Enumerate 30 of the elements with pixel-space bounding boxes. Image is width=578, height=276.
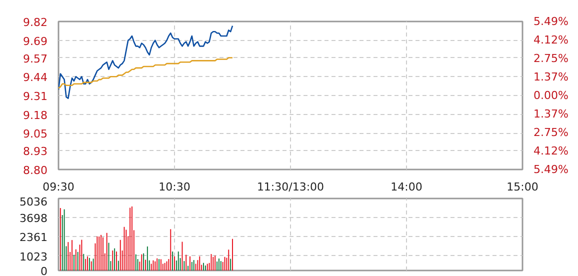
y2-tick-label: 2.75% <box>534 126 568 140</box>
y-tick-label: 9.69 <box>23 34 48 48</box>
y-tick-label: 0 <box>40 265 48 276</box>
y2-tick-label: 1.37% <box>534 70 568 84</box>
y2-tick-label: 5.49% <box>534 15 568 28</box>
x-tick-label: 10:30 <box>158 180 190 194</box>
y-tick-label: 9.57 <box>23 52 48 66</box>
y2-tick-label: 4.12% <box>534 144 568 158</box>
x-tick-label: 11:30/13:00 <box>256 180 324 194</box>
y-tick-label: 9.44 <box>23 71 48 84</box>
y-tick-label: 9.05 <box>23 128 48 141</box>
y2-tick-label: 4.12% <box>534 33 568 46</box>
x-tick-label: 14:00 <box>390 180 422 194</box>
line-series <box>58 57 234 89</box>
y-tick-label: 3698 <box>20 212 48 226</box>
y-tick-label: 9.82 <box>23 16 48 29</box>
y-tick-label: 9.31 <box>23 90 48 103</box>
x-tick-label: 15:00 <box>506 180 538 194</box>
y-tick-label: 1023 <box>20 250 48 264</box>
y-tick-label: 8.93 <box>23 145 48 158</box>
y-tick-label: 2361 <box>20 231 48 244</box>
line-series <box>58 25 234 100</box>
y2-tick-label: 5.49% <box>534 163 568 176</box>
y2-tick-label: 0.00% <box>534 89 568 102</box>
y-tick-label: 5036 <box>20 196 48 208</box>
y2-tick-label: 1.37% <box>534 107 568 120</box>
x-tick-label: 09:30 <box>42 180 74 194</box>
y-tick-label: 9.18 <box>23 108 48 122</box>
y2-tick-label: 2.75% <box>534 52 568 65</box>
y-tick-label: 8.80 <box>23 164 48 177</box>
